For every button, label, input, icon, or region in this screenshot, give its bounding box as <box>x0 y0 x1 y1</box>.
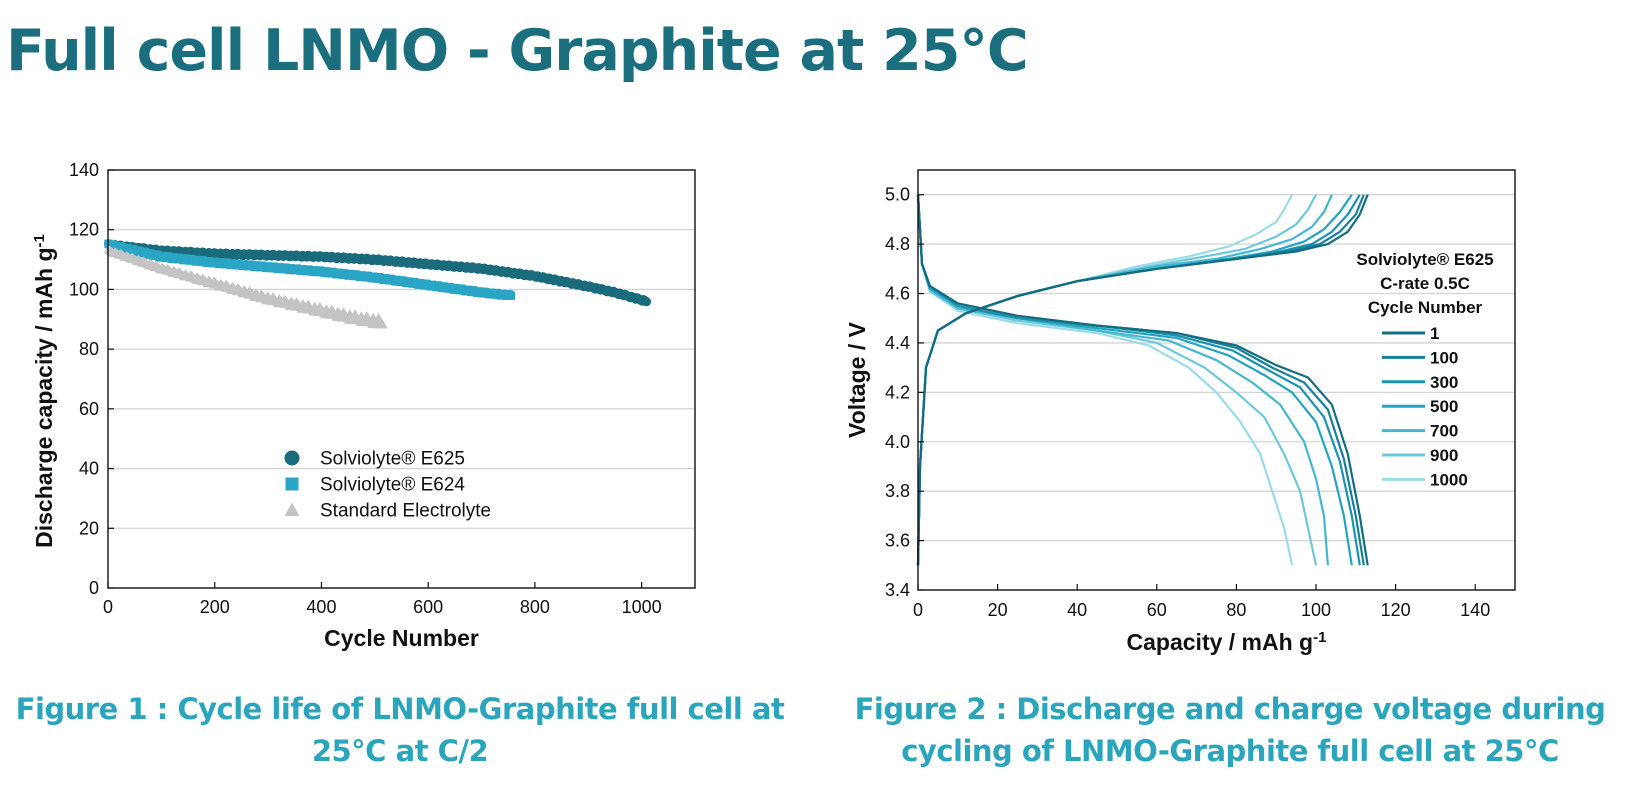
legend-label: Solviolyte® E625 <box>320 449 465 470</box>
y-axis-title: Discharge capacity / mAh g-1 <box>31 234 58 548</box>
figure-2-caption-line-2: cycling of LNMO-Graphite full cell at 25… <box>901 734 1559 768</box>
legend-header-line: C-rate 0.5C <box>1380 274 1470 293</box>
data-point <box>641 297 652 307</box>
plot-frame <box>107 169 696 589</box>
discharge-curve <box>916 194 1369 566</box>
data-point <box>506 291 516 300</box>
legend-label: 700 <box>1430 422 1458 441</box>
legend-label: Standard Electrolyte <box>320 501 491 522</box>
x-tick-label: 20 <box>988 600 1008 620</box>
discharge-curve <box>916 194 1353 566</box>
legend-marker <box>284 450 300 466</box>
y-tick-label: 40 <box>79 459 99 479</box>
y-axis-title-superscript: -1 <box>31 234 48 247</box>
legend-label: 300 <box>1430 373 1458 392</box>
y-tick-label: 140 <box>69 160 99 180</box>
figure-2-caption-line-1: Figure 2 : Discharge and charge voltage … <box>854 692 1606 726</box>
x-tick-label: 800 <box>520 597 550 617</box>
y-tick-label: 3.4 <box>885 580 910 600</box>
x-tick-label: 200 <box>200 597 230 617</box>
x-tick-label: 0 <box>103 597 113 617</box>
plot-frame <box>917 169 1516 591</box>
figure-2-caption: Figure 2 : Discharge and charge voltage … <box>835 688 1625 772</box>
series-standard-electrolyte <box>103 244 388 329</box>
charge-curve <box>916 194 1369 566</box>
legend-label: 900 <box>1430 446 1458 465</box>
series-cycle-700 <box>916 194 1333 566</box>
y-tick-label: 60 <box>79 399 99 419</box>
x-axis-title: Cycle Number <box>324 625 479 651</box>
legend-label: 1 <box>1430 324 1439 343</box>
legend-header-line: Cycle Number <box>1368 298 1483 317</box>
x-tick-label: 120 <box>1381 600 1411 620</box>
x-tick-label: 100 <box>1301 600 1331 620</box>
y-tick-label: 4.0 <box>885 432 910 452</box>
cycle-life-chart: 0 20 40 60 80 100 120 140 0 200 400 600 800 1000 Cycle… <box>31 160 696 651</box>
y-tick-label: 3.6 <box>885 531 910 551</box>
series-solviolyte-e624 <box>104 239 516 301</box>
legend-label: 100 <box>1430 348 1458 367</box>
legend-label: 1000 <box>1430 470 1468 489</box>
x-tick-label: 0 <box>913 600 923 620</box>
y-tick-label: 4.8 <box>885 234 910 254</box>
x-tick-label: 400 <box>306 597 336 617</box>
y-tick-label: 20 <box>79 518 99 538</box>
legend-marker <box>285 477 299 491</box>
x-tick-label: 80 <box>1226 600 1246 620</box>
legend-header-line: Solviolyte® E625 <box>1356 250 1493 269</box>
y-tick-label: 4.2 <box>885 382 910 402</box>
discharge-curve <box>916 194 1318 566</box>
y-tick-label: 120 <box>69 220 99 240</box>
discharge-curve <box>916 194 1329 566</box>
y-tick-label: 5.0 <box>885 185 910 205</box>
y-tick-label: 4.6 <box>885 284 910 304</box>
y-tick-label: 4.4 <box>885 333 910 353</box>
figure-1-caption-line-1: Figure 1 : Cycle life of LNMO-Graphite f… <box>15 692 785 726</box>
y-axis-title: Voltage / V <box>844 321 870 438</box>
y-tick-label: 100 <box>69 279 99 299</box>
legend: Solviolyte® E625 C-rate 0.5C Cycle Number 1… <box>1356 250 1493 489</box>
legend-label: Solviolyte® E624 <box>320 475 465 496</box>
x-tick-label: 60 <box>1147 600 1167 620</box>
charge-curve <box>916 194 1333 566</box>
x-tick-label: 140 <box>1460 600 1490 620</box>
legend: Solviolyte® E625 Solviolyte® E624 Standard… <box>284 449 491 522</box>
y-tick-label: 3.8 <box>885 481 910 501</box>
legend-label: 500 <box>1430 397 1458 416</box>
x-tick-label: 600 <box>413 597 443 617</box>
y-tick-label: 0 <box>89 578 99 598</box>
voltage-profile-chart: 3.4 3.6 3.8 4.0 4.2 4.4 4.6 4.8 5.0 0 20 40 60 80 100 1… <box>844 169 1516 656</box>
x-axis-title-superscript: -1 <box>1313 629 1326 646</box>
page-title: Full cell LNMO - Graphite at 25°C <box>6 18 1029 84</box>
series-cycle-1 <box>916 194 1369 566</box>
legend-marker <box>284 502 300 516</box>
figure-1-caption: Figure 1 : Cycle life of LNMO-Graphite f… <box>0 688 800 772</box>
x-tick-label: 1000 <box>622 597 662 617</box>
figure-1-caption-line-2: 25°C at C/2 <box>311 734 489 768</box>
x-axis-title: Capacity / mAh g-1 <box>1127 629 1327 656</box>
x-tick-label: 40 <box>1067 600 1087 620</box>
y-tick-label: 80 <box>79 339 99 359</box>
data-point <box>378 320 388 329</box>
